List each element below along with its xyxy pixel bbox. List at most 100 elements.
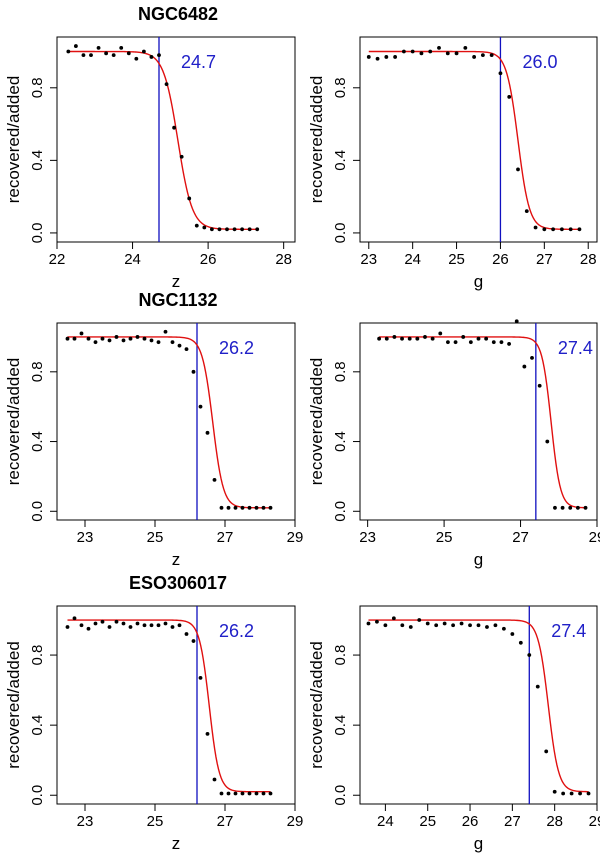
plot-frame: [359, 322, 598, 521]
data-point: [568, 227, 573, 232]
y-tick-label: 0.8: [29, 77, 46, 98]
data-point: [514, 319, 519, 324]
y-tick-label: 0.4: [29, 715, 46, 736]
data-point: [107, 338, 112, 343]
y-axis-label: recovered/added: [307, 358, 326, 486]
fit-curve: [379, 336, 586, 509]
data-point: [163, 329, 168, 334]
x-tick-label: 24: [124, 251, 141, 268]
data-point: [425, 621, 430, 626]
data-point: [485, 625, 489, 629]
y-axis-label: recovered/added: [4, 358, 23, 486]
x-tick-label: 29: [287, 529, 304, 546]
data-point: [438, 331, 443, 336]
data-point: [499, 340, 504, 345]
data-point: [184, 347, 189, 352]
data-point: [392, 335, 397, 339]
data-point: [533, 225, 538, 230]
data-point: [141, 49, 146, 54]
data-point: [491, 340, 496, 345]
data-point: [121, 338, 126, 343]
data-point: [212, 777, 217, 782]
x-tick-label: 27: [504, 813, 521, 830]
plot-frame: [56, 36, 296, 243]
data-point: [170, 340, 175, 345]
fit-curve: [68, 50, 258, 230]
x-tick-label: 29: [287, 813, 304, 830]
x-tick-label: 28: [580, 251, 597, 268]
data-point: [407, 336, 412, 341]
x-tick-label: 25: [436, 529, 453, 546]
data-point: [205, 732, 210, 736]
data-point: [247, 791, 252, 796]
x-tick-label: 25: [147, 529, 164, 546]
data-point: [219, 505, 224, 510]
data-point: [375, 56, 380, 61]
data-point: [552, 789, 557, 794]
limit-label: 26.2: [219, 621, 254, 641]
data-point: [240, 791, 245, 796]
y-tick-label: 0.4: [332, 715, 349, 736]
data-point: [453, 340, 458, 345]
data-point: [255, 227, 260, 232]
limit-label: 27.4: [558, 338, 593, 358]
x-tick-label: 28: [275, 251, 292, 268]
data-point: [163, 621, 168, 626]
data-point: [544, 749, 549, 754]
data-point: [66, 49, 71, 54]
data-point: [191, 369, 196, 374]
x-tick-label: 22: [49, 251, 66, 268]
y-tick-label: 0.0: [332, 222, 349, 243]
data-point: [164, 82, 169, 87]
x-axis-label: g: [474, 272, 483, 291]
chart-title: NGC6482: [138, 4, 218, 24]
data-point: [430, 336, 435, 341]
data-point: [510, 632, 515, 636]
data-point: [400, 336, 404, 341]
x-tick-label: 25: [448, 251, 465, 268]
data-point: [553, 505, 557, 510]
data-point: [451, 623, 456, 628]
data-point: [498, 71, 503, 76]
data-point: [135, 621, 140, 626]
y-tick-label: 0.4: [332, 150, 349, 171]
data-point: [428, 49, 433, 54]
data-point: [577, 227, 582, 232]
x-tick-label: 24: [404, 251, 421, 268]
data-point: [560, 505, 565, 510]
fit-curve: [67, 336, 271, 509]
data-point: [149, 623, 154, 628]
y-axis-label: recovered/added: [307, 641, 326, 769]
data-point: [209, 227, 214, 232]
data-point: [507, 94, 512, 99]
y-tick-label: 0.8: [332, 361, 349, 382]
data-point: [501, 626, 506, 631]
data-point: [219, 791, 224, 796]
data-point: [568, 505, 573, 510]
data-point: [126, 51, 131, 56]
data-point: [384, 336, 389, 341]
limit-label: 24.7: [181, 52, 216, 72]
data-point: [375, 619, 379, 624]
data-point: [194, 223, 199, 228]
data-point: [575, 505, 580, 510]
y-axis-label: recovered/added: [4, 641, 23, 769]
data-point: [79, 331, 84, 336]
data-point: [142, 623, 147, 628]
x-tick-label: 27: [536, 251, 553, 268]
x-axis-label: g: [474, 550, 483, 569]
data-point: [107, 625, 112, 629]
data-point: [461, 335, 466, 339]
data-point: [261, 505, 266, 510]
data-point: [179, 154, 184, 159]
data-point: [383, 623, 388, 628]
data-point: [446, 340, 450, 345]
data-point: [419, 51, 424, 56]
data-point: [100, 336, 105, 341]
data-point: [384, 55, 389, 59]
data-point: [423, 335, 427, 339]
data-point: [233, 505, 238, 510]
fit-curve: [368, 619, 589, 793]
data-point: [507, 342, 511, 346]
limit-label: 26.2: [219, 338, 254, 358]
